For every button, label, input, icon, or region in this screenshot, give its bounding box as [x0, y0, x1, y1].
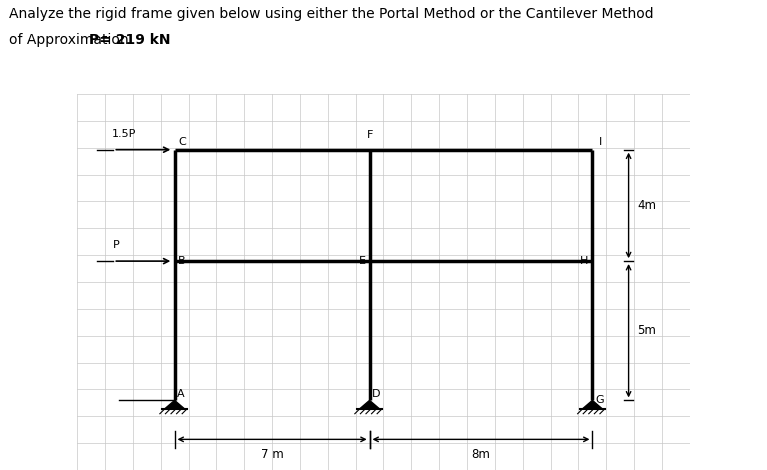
- Text: 8m: 8m: [472, 448, 490, 461]
- Text: P: P: [113, 240, 120, 250]
- Text: C: C: [179, 137, 186, 147]
- Text: D: D: [372, 389, 381, 399]
- Text: Analyze the rigid frame given below using either the Portal Method or the Cantil: Analyze the rigid frame given below usin…: [9, 7, 653, 21]
- Text: E: E: [358, 256, 365, 266]
- Text: A: A: [177, 389, 185, 399]
- Polygon shape: [165, 400, 184, 409]
- Text: B: B: [177, 256, 185, 266]
- Text: of Approximation.: of Approximation.: [9, 33, 137, 47]
- Text: 1.5P: 1.5P: [112, 129, 137, 139]
- Text: G: G: [595, 395, 604, 405]
- Text: 7 m: 7 m: [261, 448, 284, 461]
- Polygon shape: [583, 400, 602, 409]
- Polygon shape: [360, 400, 380, 409]
- Text: H: H: [580, 256, 588, 266]
- Text: 4m: 4m: [637, 199, 656, 212]
- Text: 5m: 5m: [637, 324, 656, 337]
- Text: I: I: [599, 137, 603, 147]
- Text: P= 219 kN: P= 219 kN: [88, 33, 170, 47]
- Text: F: F: [367, 130, 373, 140]
